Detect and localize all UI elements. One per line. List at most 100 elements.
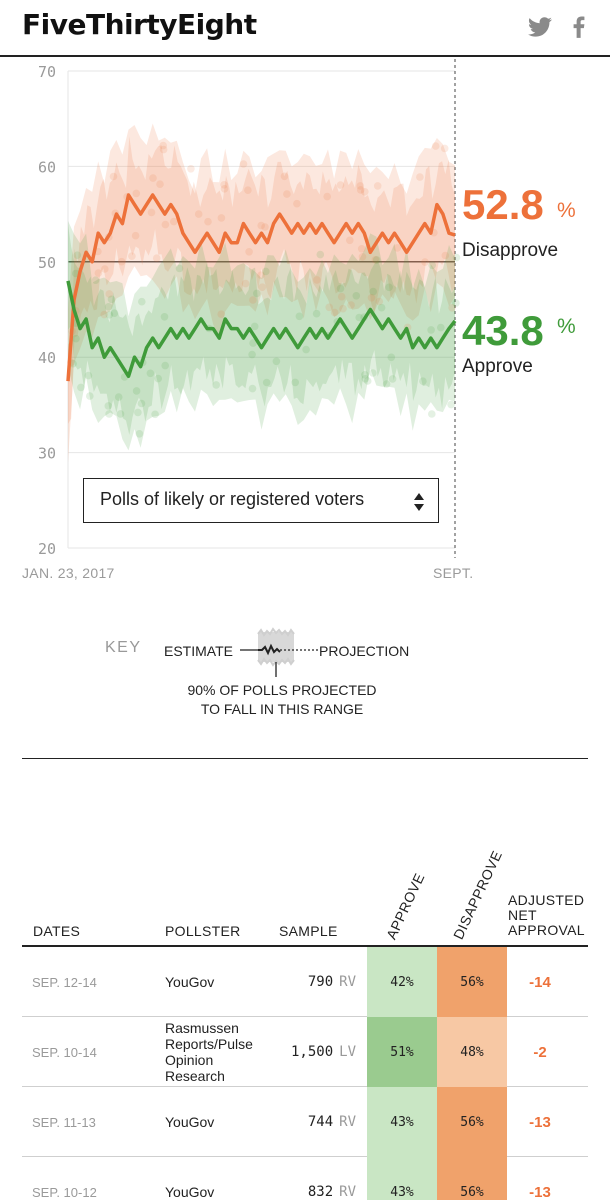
facebook-icon[interactable] — [566, 14, 592, 40]
section-divider — [22, 758, 588, 759]
key-range-graphic — [240, 627, 318, 677]
poll-dot — [293, 199, 301, 208]
key-title: KEY — [105, 639, 142, 656]
table-header-rule — [22, 945, 588, 947]
poll-pollster: YouGov — [165, 1114, 215, 1130]
poll-dot — [356, 186, 365, 194]
poll-row[interactable]: SEP. 11-13 YouGov 744 RV 43% 56% -13 — [22, 1087, 588, 1157]
poll-dot — [156, 180, 164, 188]
poll-dot — [313, 276, 321, 284]
projection-inner-band-approve — [68, 224, 455, 435]
poll-dot — [369, 287, 378, 296]
projection-band-approve — [68, 220, 455, 451]
poll-dot — [377, 303, 386, 312]
poll-dot — [175, 264, 184, 273]
poll-dot — [361, 188, 369, 196]
poll-dot — [128, 252, 136, 260]
poll-dot — [72, 334, 80, 343]
poll-dot — [91, 276, 100, 284]
poll-dot — [261, 223, 269, 231]
poll-dot — [312, 309, 321, 318]
poll-dot — [104, 402, 113, 410]
header-sample[interactable]: SAMPLE — [279, 923, 338, 939]
poll-dot — [73, 251, 82, 259]
approval-chart: 70 60 50 40 30 20 JAN. 23, 2017 SEPT. 52.8 % D… — [22, 59, 576, 581]
poll-dot — [114, 393, 123, 401]
poll-dot — [447, 400, 455, 409]
approve-trend-line[interactable] — [66, 280, 457, 379]
poll-row[interactable]: SEP. 10-12 YouGov 832 RV 43% 56% -13 — [22, 1157, 588, 1200]
poll-dot — [204, 217, 212, 226]
poll-dot — [262, 267, 270, 276]
site-logo[interactable]: FiveThirtyEight — [22, 8, 257, 41]
header-pollster[interactable]: POLLSTER — [165, 923, 241, 939]
header-approve[interactable]: APPROVE — [383, 870, 428, 942]
poll-dot — [272, 357, 281, 366]
poll-dot — [336, 284, 345, 293]
poll-dot — [212, 381, 220, 389]
poll-dot — [116, 410, 125, 418]
poll-dot — [316, 250, 325, 259]
twitter-icon[interactable] — [527, 14, 553, 40]
x-label-end: SEPT. — [433, 565, 473, 581]
y-tick-label: 70 — [38, 63, 56, 81]
poll-dot — [347, 301, 355, 309]
poll-dot — [132, 387, 141, 395]
sample-type: LV — [339, 1044, 356, 1060]
disapprove-trend-line[interactable] — [66, 193, 456, 382]
sample-size: 790 — [307, 974, 334, 990]
poll-dot — [134, 408, 142, 417]
poll-row[interactable]: SEP. 10-14 Rasmussen Reports/Pulse Opinio… — [22, 1017, 588, 1087]
poll-dot — [330, 308, 339, 317]
header-net-approval[interactable]: ADJUSTED NET APPROVAL — [508, 892, 585, 938]
poll-dot — [452, 299, 460, 307]
chart-grid — [67, 59, 456, 558]
poll-dot — [161, 361, 169, 370]
poll-dot — [448, 304, 456, 312]
poll-dot — [369, 369, 377, 377]
projection-bands — [68, 123, 455, 463]
poll-dot — [245, 248, 253, 256]
poll-dot — [107, 295, 116, 304]
x-label-start: JAN. 23, 2017 — [22, 565, 115, 581]
x-axis-labels: JAN. 23, 2017 SEPT. — [22, 565, 473, 581]
poll-dot — [416, 173, 424, 181]
poll-dot — [361, 371, 369, 379]
poll-dot — [393, 244, 402, 252]
header-dates[interactable]: DATES — [33, 923, 81, 939]
poll-net-approval: -13 — [529, 1183, 551, 1200]
poll-dot — [239, 160, 248, 168]
poll-dot — [100, 310, 108, 319]
poll-dot — [160, 313, 169, 321]
poll-dot — [249, 339, 257, 347]
poll-dates: SEP. 12-14 — [32, 974, 97, 990]
poll-dot — [257, 271, 265, 279]
poll-dot — [151, 410, 159, 419]
poll-dot — [244, 186, 252, 194]
select-arrows-icon — [414, 493, 424, 511]
poll-dot — [146, 369, 155, 378]
poll-dot — [428, 261, 437, 270]
y-tick-label: 50 — [38, 254, 56, 272]
poll-dot — [170, 217, 178, 226]
poll-dot — [104, 303, 113, 311]
sample-type: RV — [339, 1184, 356, 1200]
poll-dot — [352, 292, 361, 300]
poll-dot — [110, 309, 119, 317]
poll-dot — [248, 384, 257, 393]
poll-type-select[interactable]: Polls of likely or registered voters — [83, 478, 439, 523]
header-disapprove[interactable]: DISAPPROVE — [450, 847, 506, 942]
sample-size: 1,500 — [290, 1044, 334, 1060]
poll-dot — [149, 174, 157, 182]
poll-dot — [428, 410, 436, 418]
poll-row[interactable]: SEP. 12-14 YouGov 790 RV 42% 56% -14 — [22, 947, 588, 1017]
poll-dot — [337, 292, 346, 301]
poll-dot — [291, 378, 300, 387]
poll-dot — [101, 265, 109, 273]
approve-percent-sign: % — [557, 315, 576, 338]
poll-sample: 790 RV — [272, 947, 356, 1017]
poll-type-selected: Polls of likely or registered voters — [100, 489, 365, 509]
approve-value: 43.8 — [462, 307, 544, 354]
poll-dot — [280, 172, 289, 181]
sample-size: 832 — [307, 1184, 334, 1200]
